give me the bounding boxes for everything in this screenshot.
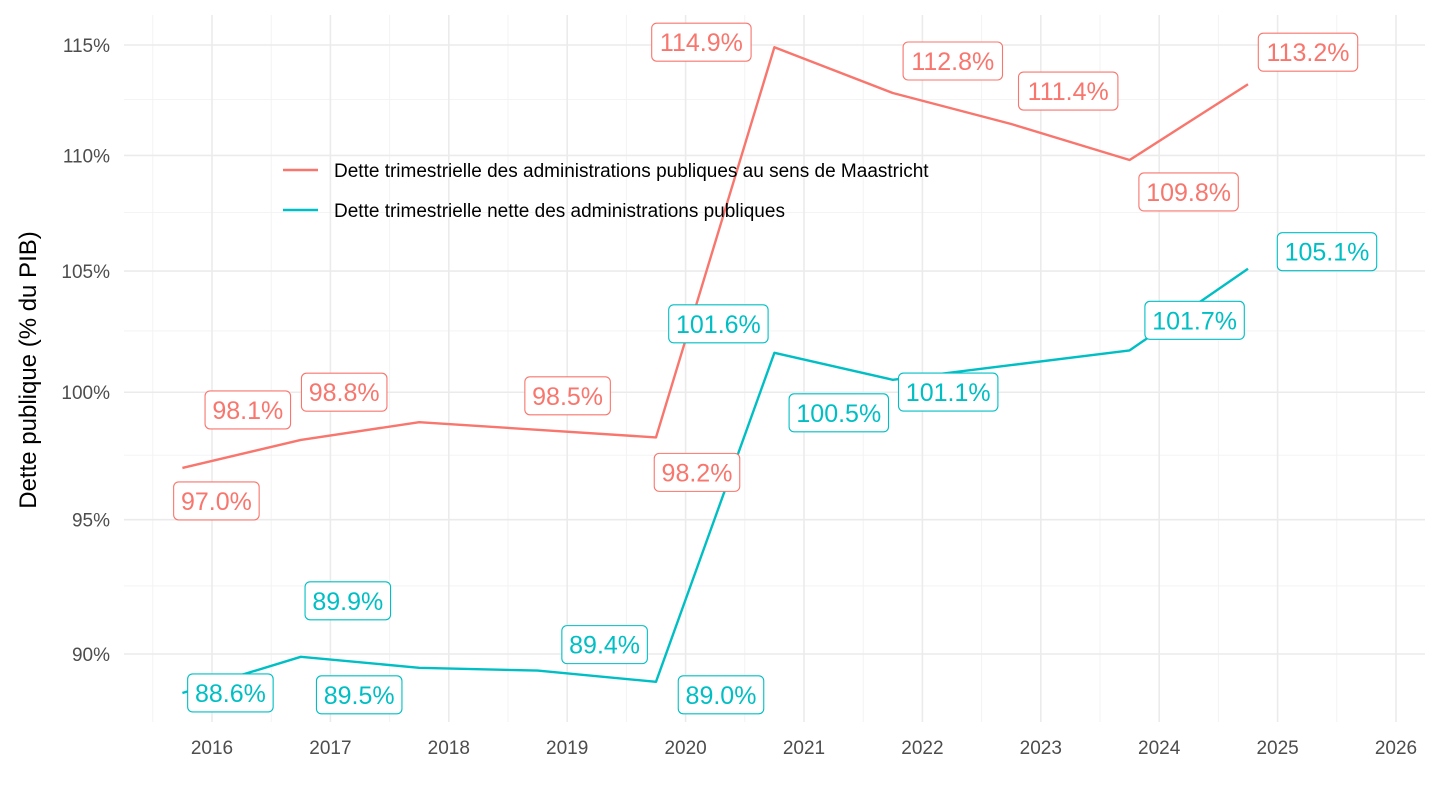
data-label-text: 109.8%: [1146, 179, 1231, 207]
data-label-box: [561, 625, 648, 665]
data-label: 89.0%: [677, 675, 765, 715]
y-tick-label: 115%: [63, 36, 110, 57]
x-tick-label: 2025: [1256, 738, 1298, 759]
data-label: 98.2%: [653, 452, 741, 492]
data-label: 89.5%: [315, 675, 403, 715]
data-label-text: 111.4%: [1028, 78, 1109, 106]
data-label-text: 98.2%: [662, 459, 733, 487]
data-label-box: [653, 452, 741, 492]
data-label-box: [204, 390, 292, 430]
data-label-box: [315, 675, 403, 715]
data-label: 101.7%: [1144, 300, 1245, 340]
data-label: 113.2%: [1257, 32, 1359, 72]
legend-label-nette: Dette trimestrielle nette des administra…: [334, 201, 785, 222]
data-label-box: [897, 372, 999, 412]
data-label: 98.5%: [524, 376, 611, 416]
data-label-text: 112.8%: [911, 48, 994, 76]
data-label-box: [1257, 32, 1359, 72]
series-line-1: [182, 267, 1249, 695]
data-label: 101.1%: [897, 372, 999, 412]
x-tick-label: 2019: [546, 738, 588, 759]
data-label-box: [788, 393, 890, 433]
y-tick-label: 90%: [72, 645, 110, 666]
data-label-box: [668, 304, 769, 344]
x-tick-label: 2016: [191, 738, 233, 759]
y-axis-ticks: 90% 95% 100% 105% 110% 115%: [61, 36, 110, 666]
data-label-box: [524, 376, 611, 416]
y-axis-title: Dette publique (% du PIB): [15, 231, 42, 509]
data-label: 114.9%: [651, 22, 752, 62]
data-label-text: 98.5%: [532, 383, 603, 411]
data-label-text: 89.5%: [324, 682, 395, 710]
data-label: 88.6%: [187, 673, 274, 713]
data-label-text: 105.1%: [1285, 239, 1370, 267]
data-labels: 97.0% 98.1% 98.8% 98.5% 98.2% 114.9% 112.8% 111…: [173, 22, 1378, 715]
data-label-text: 100.5%: [796, 400, 881, 428]
series-line-0: [182, 46, 1249, 470]
x-tick-label: 2021: [783, 738, 825, 759]
data-label-text: 101.7%: [1152, 307, 1237, 335]
legend-label-maastricht: Dette trimestrielle des administrations …: [334, 161, 929, 182]
data-label-box: [1017, 71, 1119, 111]
data-label-text: 97.0%: [181, 488, 252, 516]
x-tick-label: 2024: [1138, 738, 1181, 759]
data-label: 89.9%: [304, 581, 392, 621]
data-label-box: [902, 41, 1004, 81]
x-tick-label: 2023: [1020, 738, 1062, 759]
data-label-box: [300, 372, 388, 412]
data-label: 100.5%: [788, 393, 890, 433]
data-label: 105.1%: [1276, 232, 1378, 272]
data-label: 111.4%: [1017, 71, 1119, 111]
y-tick-label: 100%: [61, 383, 110, 404]
data-label: 101.6%: [668, 304, 769, 344]
data-label-text: 101.6%: [676, 311, 761, 339]
data-label-text: 98.1%: [212, 397, 283, 425]
series-lines: [182, 46, 1249, 695]
x-tick-label: 2022: [901, 738, 943, 759]
data-label: 89.4%: [561, 625, 648, 665]
y-tick-label: 105%: [61, 262, 110, 283]
data-label-box: [173, 481, 260, 521]
data-label-box: [1276, 232, 1378, 272]
data-label: 97.0%: [173, 481, 260, 521]
data-label-text: 113.2%: [1267, 39, 1350, 67]
data-label-text: 89.4%: [569, 632, 640, 660]
data-label-text: 101.1%: [906, 379, 991, 407]
x-tick-label: 2017: [309, 738, 351, 759]
y-tick-label: 110%: [63, 146, 110, 167]
data-label: 112.8%: [902, 41, 1004, 81]
data-label-box: [1144, 300, 1245, 340]
data-label: 98.8%: [300, 372, 388, 412]
data-label: 109.8%: [1138, 172, 1239, 212]
y-tick-label: 95%: [72, 511, 110, 532]
data-label-text: 88.6%: [195, 680, 266, 708]
x-tick-label: 2018: [428, 738, 470, 759]
x-tick-label: 2020: [664, 738, 706, 759]
x-tick-label: 2026: [1375, 738, 1417, 759]
data-label: 98.1%: [204, 390, 292, 430]
data-label-box: [677, 675, 765, 715]
data-label-text: 114.9%: [660, 29, 743, 57]
data-label-text: 98.8%: [309, 379, 380, 407]
data-label-box: [1138, 172, 1239, 212]
data-label-box: [304, 581, 392, 621]
data-label-box: [187, 673, 274, 713]
x-axis-ticks: 2016 2017 2018 2019 2020 2021 2022 2023 2024 2025…: [191, 738, 1417, 759]
data-label-text: 89.9%: [312, 588, 383, 616]
data-label-box: [651, 22, 752, 62]
data-label-text: 89.0%: [686, 682, 757, 710]
legend: Dette trimestrielle des administrations …: [283, 161, 929, 222]
